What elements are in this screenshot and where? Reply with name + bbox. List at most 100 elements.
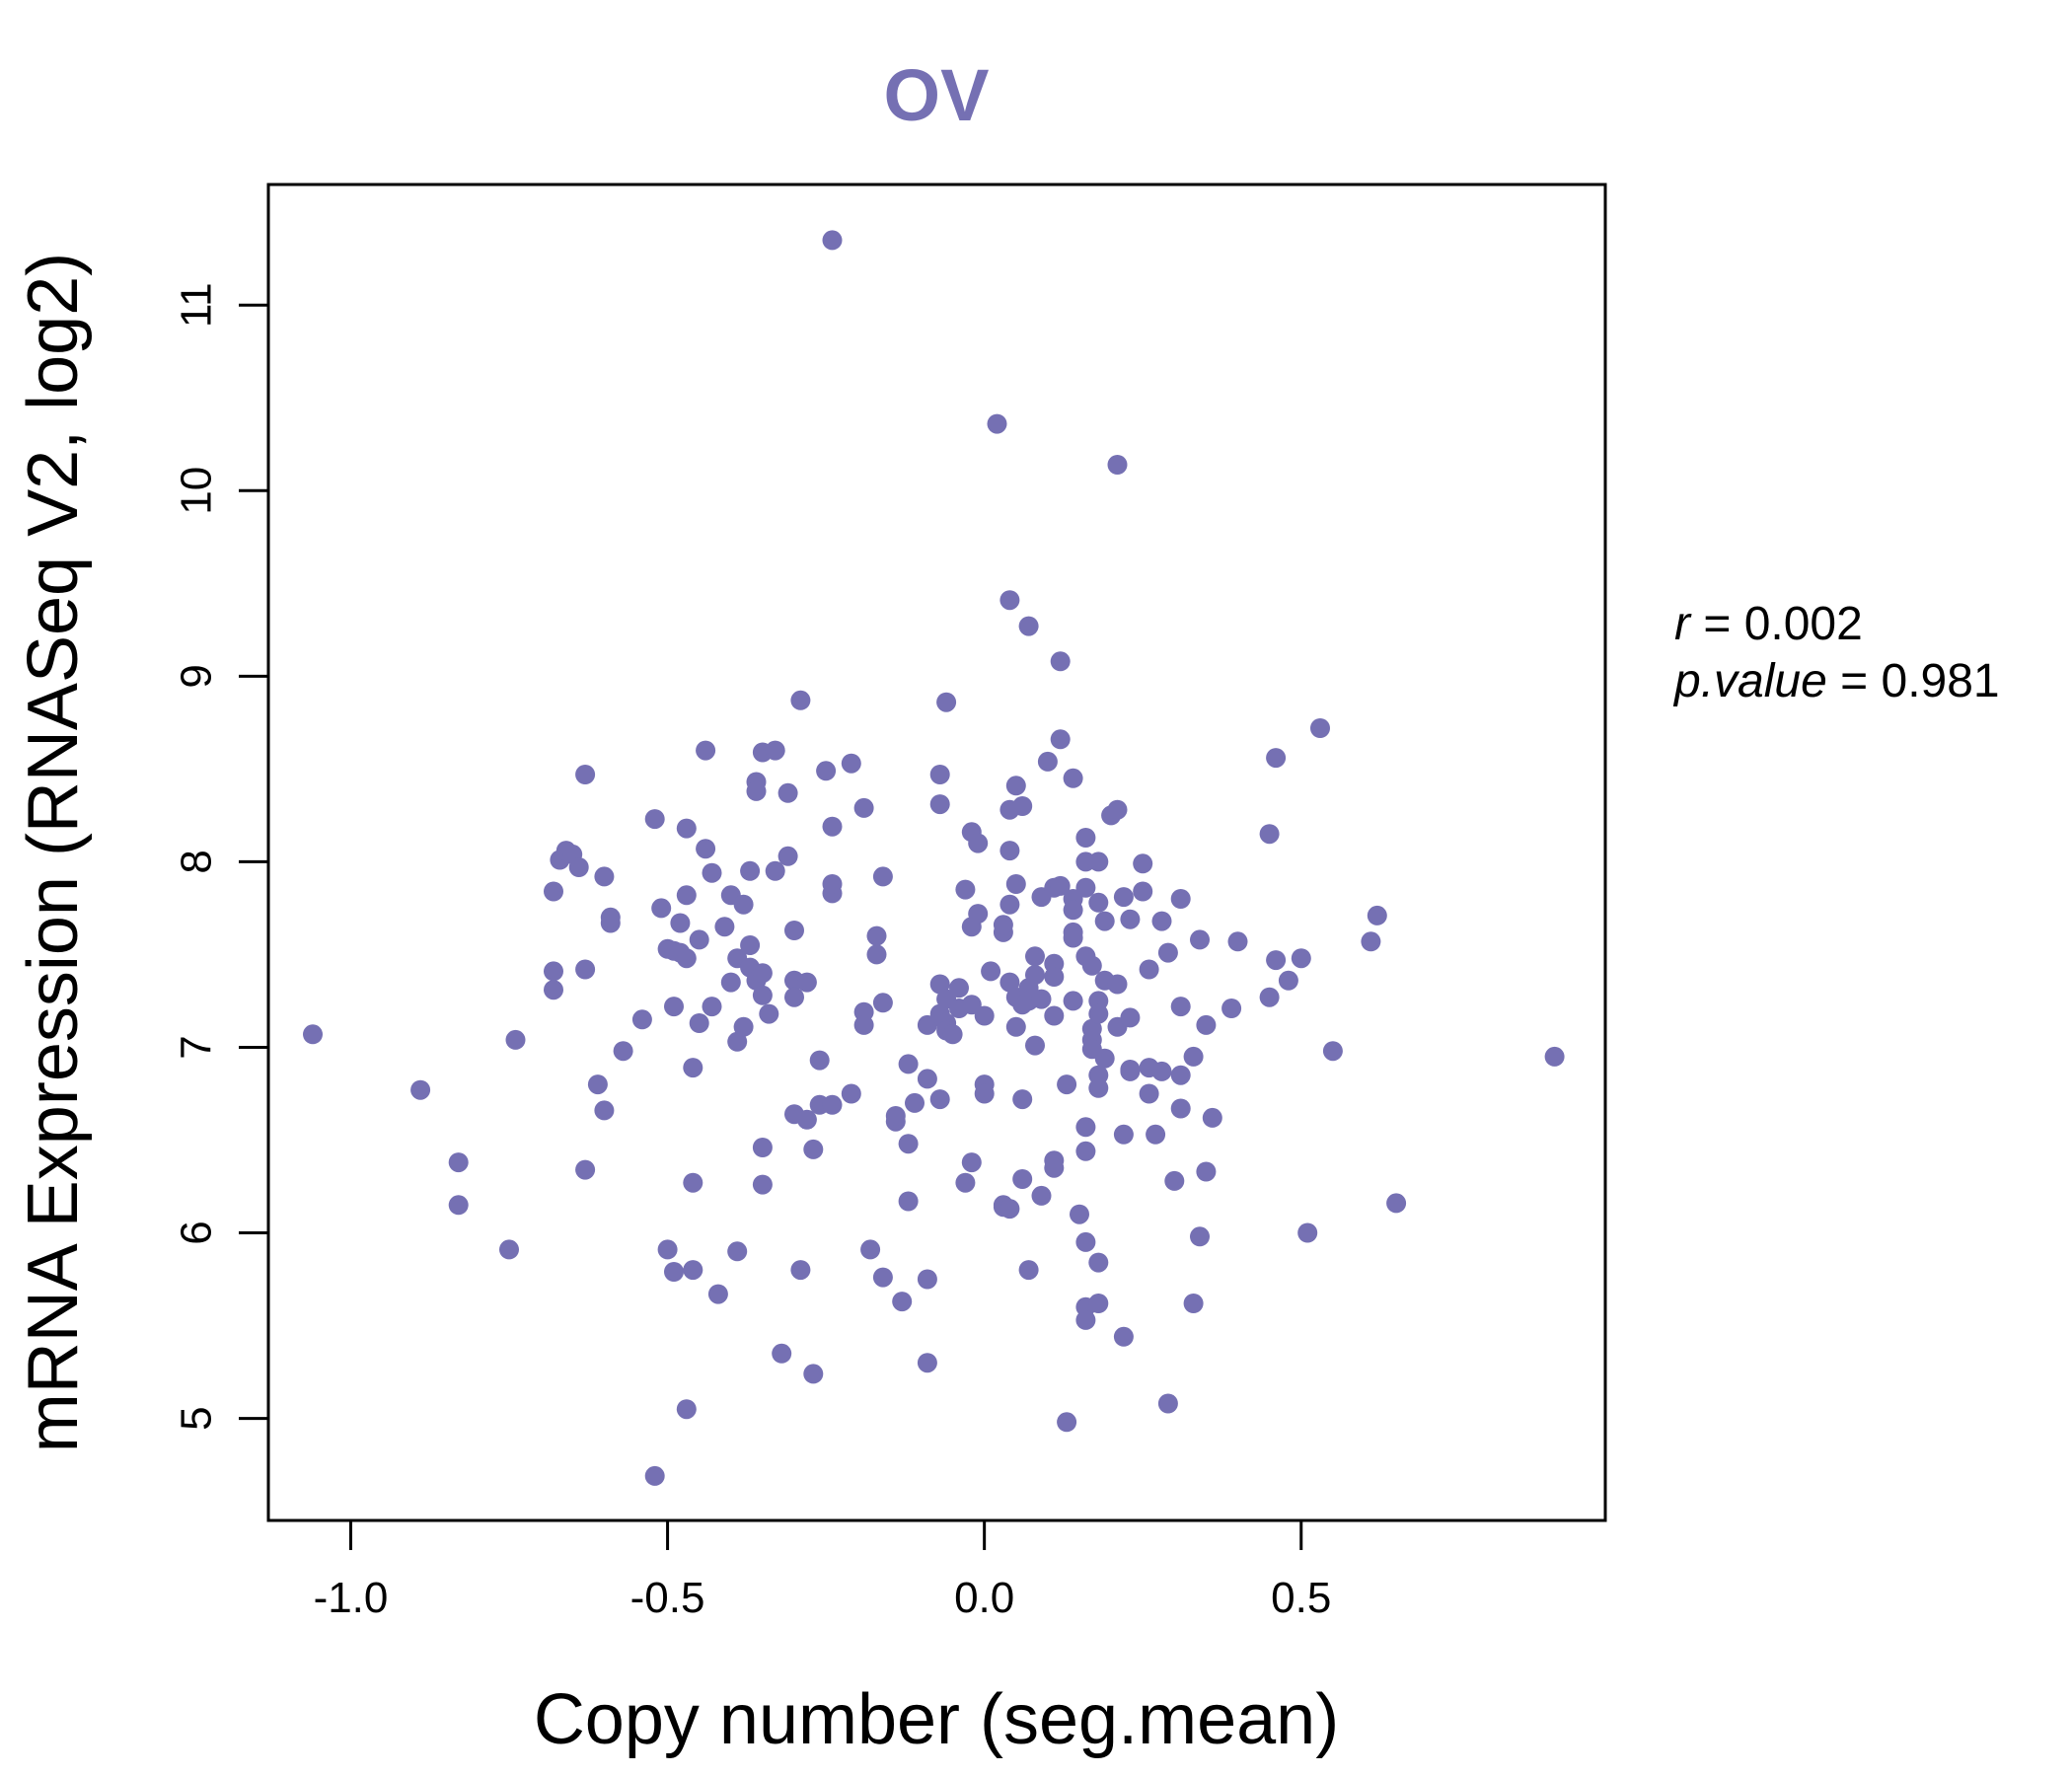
data-point [1120, 1007, 1141, 1028]
data-point [961, 995, 982, 1015]
data-point [872, 993, 893, 1013]
data-point [936, 692, 957, 712]
data-point [676, 885, 697, 906]
data-point [575, 959, 596, 980]
y-tick-label: 10 [173, 467, 221, 515]
data-point [822, 816, 843, 837]
data-point [1005, 776, 1026, 796]
data-point [1050, 875, 1071, 896]
data-point [822, 230, 843, 251]
data-point [410, 1079, 431, 1100]
data-point [1005, 874, 1026, 894]
data-point [683, 1058, 703, 1078]
data-point [1018, 1260, 1039, 1281]
data-point [448, 1195, 469, 1216]
data-point [1120, 1061, 1141, 1081]
data-point [1113, 887, 1134, 908]
data-point [1057, 1074, 1077, 1095]
y-tick-label: 9 [173, 664, 221, 688]
data-point [1151, 1061, 1172, 1081]
data-point [702, 862, 722, 883]
data-point [1063, 768, 1083, 788]
data-point [929, 974, 950, 995]
data-point [1113, 1124, 1134, 1145]
data-point [993, 915, 1013, 935]
data-point [631, 1009, 652, 1030]
data-point [613, 1041, 633, 1062]
data-point [1170, 889, 1191, 909]
data-point [796, 1109, 817, 1130]
data-point [1031, 989, 1052, 1009]
data-point [1157, 942, 1178, 963]
data-point [1278, 970, 1298, 991]
data-point [917, 1069, 937, 1089]
data-point [1012, 1089, 1033, 1110]
data-point [696, 839, 716, 859]
data-point [683, 1172, 703, 1193]
data-point [644, 809, 665, 830]
data-point [968, 904, 989, 925]
data-point [898, 1134, 919, 1154]
data-point [746, 780, 767, 801]
x-tick-label: -1.0 [314, 1574, 389, 1622]
data-point [1196, 1014, 1217, 1035]
data-point [1386, 1193, 1407, 1214]
data-point [1259, 824, 1280, 845]
data-point [1151, 911, 1172, 931]
data-point [860, 1239, 881, 1260]
data-point [872, 866, 893, 887]
data-point [1202, 1107, 1222, 1128]
data-points [303, 230, 1565, 1486]
data-point [1088, 1077, 1109, 1098]
data-point [892, 1292, 913, 1312]
data-point [651, 898, 672, 919]
data-point [544, 881, 563, 902]
data-point [765, 860, 785, 881]
data-point [1075, 828, 1096, 848]
data-point [1050, 651, 1071, 672]
data-point [841, 1083, 861, 1104]
data-point [866, 925, 887, 946]
data-point [1088, 892, 1109, 913]
x-axis: -1.0 -0.5 0.0 0.5 [314, 1518, 1331, 1622]
data-point [689, 929, 709, 950]
data-point [1107, 799, 1128, 820]
data-point [1075, 1117, 1096, 1138]
data-point [575, 765, 596, 784]
data-point [809, 1050, 830, 1071]
data-point [1025, 946, 1045, 967]
y-axis-label: mRNA Expression (RNASeq V2, log2) [14, 253, 93, 1452]
data-point [1057, 1412, 1077, 1433]
data-point [696, 740, 716, 761]
data-point [803, 1139, 824, 1159]
data-point [974, 1005, 995, 1026]
data-point [670, 913, 691, 933]
y-tick-label: 11 [173, 282, 221, 328]
data-point [740, 860, 761, 881]
data-point [1063, 991, 1083, 1011]
data-point [752, 1174, 773, 1195]
data-point [1094, 911, 1115, 931]
data-point [1113, 1326, 1134, 1347]
data-point [955, 1172, 976, 1193]
data-point [544, 980, 563, 1000]
data-point [790, 690, 811, 710]
stat-p: p.value = 0.981 [1672, 655, 2000, 707]
x-tick-label: 0.0 [954, 1574, 1014, 1622]
y-tick-label: 5 [173, 1406, 221, 1430]
data-point [1063, 900, 1083, 921]
plot-frame [266, 183, 1607, 1522]
x-tick-label: 0.5 [1271, 1574, 1331, 1622]
x-axis-label: Copy number (seg.mean) [534, 1680, 1339, 1759]
stat-r-label: r [1674, 598, 1692, 650]
data-point [600, 907, 621, 927]
chart-title: OV [884, 54, 990, 136]
data-point [961, 1152, 982, 1173]
data-point [853, 1014, 874, 1035]
data-point [752, 985, 773, 1005]
data-point [1164, 1170, 1185, 1191]
data-point [702, 997, 722, 1017]
data-point [676, 1399, 697, 1420]
data-point [1107, 974, 1128, 995]
